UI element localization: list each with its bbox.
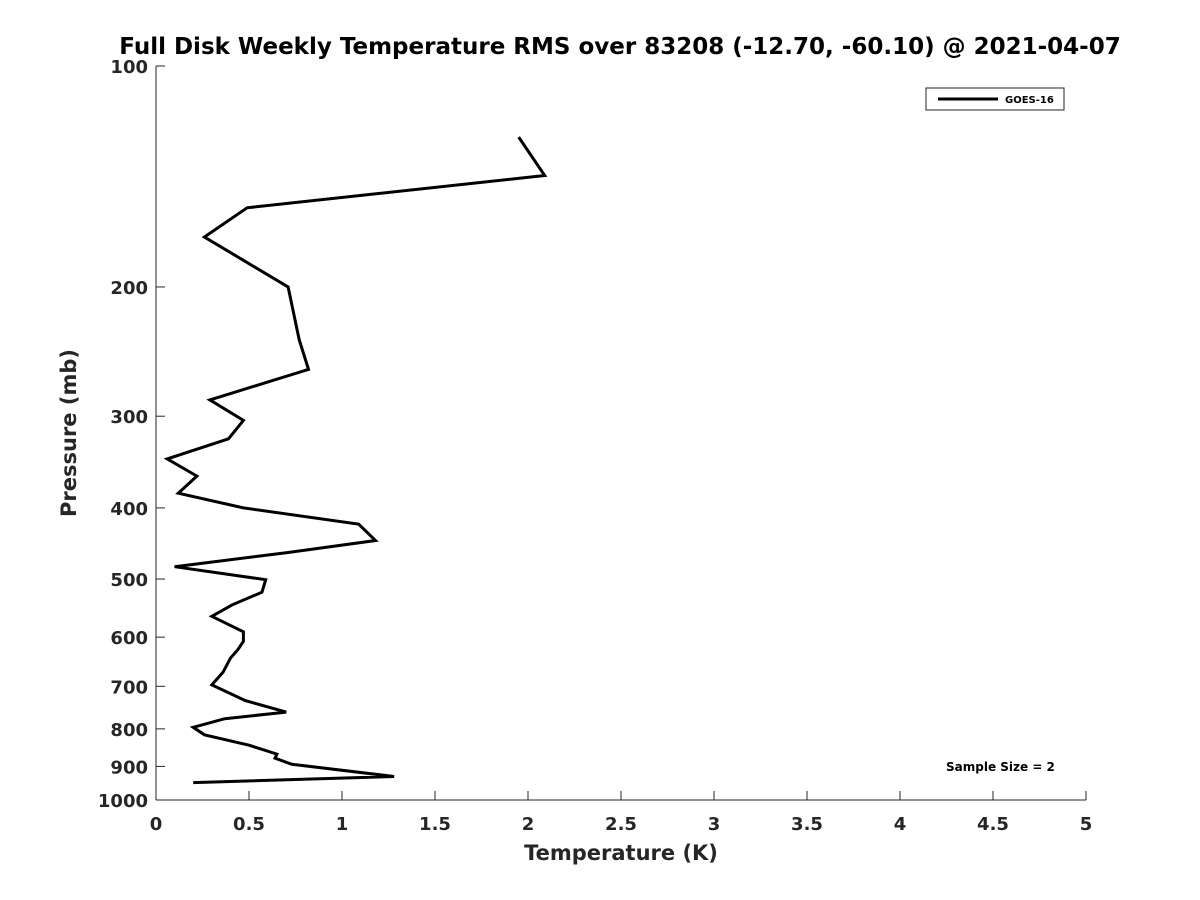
x-tick-label: 3	[708, 814, 721, 835]
y-tick-label: 100	[110, 57, 148, 78]
x-tick-label: 0.5	[233, 814, 265, 835]
x-tick-label: 1.5	[419, 814, 451, 835]
series-line-goes-16	[163, 136, 548, 785]
y-tick-label: 700	[110, 677, 148, 698]
y-tick-label: 1000	[98, 791, 148, 812]
y-tick-label: 600	[110, 628, 148, 649]
x-tick-label: 4	[894, 814, 907, 835]
y-axis-ticks: 100 200 300 400 500 600 700 800 900 1000	[98, 57, 165, 812]
y-tick-label: 900	[110, 757, 148, 778]
legend-label-goes-16: GOES-16	[1005, 95, 1054, 106]
y-tick-label: 500	[110, 570, 148, 591]
y-tick-label: 300	[110, 407, 148, 428]
x-tick-label: 1	[336, 814, 349, 835]
sample-size-annotation: Sample Size = 2	[946, 760, 1055, 774]
x-tick-label: 0	[150, 814, 163, 835]
y-tick-label: 200	[110, 278, 148, 299]
chart-title: Full Disk Weekly Temperature RMS over 83…	[119, 34, 1121, 60]
y-axis-label: Pressure (mb)	[57, 349, 81, 517]
y-tick-label: 800	[110, 720, 148, 741]
x-axis-ticks: 0 0.5 1 1.5 2 2.5 3 3.5 4 4.5 5	[150, 791, 1093, 835]
x-axis-label: Temperature (K)	[524, 841, 718, 865]
y-tick-label: 400	[110, 499, 148, 520]
legend: GOES-16	[925, 87, 1065, 111]
x-tick-label: 2	[522, 814, 535, 835]
series-layer	[163, 136, 548, 785]
x-tick-label: 4.5	[977, 814, 1009, 835]
x-tick-label: 5	[1080, 814, 1093, 835]
x-tick-label: 2.5	[605, 814, 637, 835]
x-tick-label: 3.5	[791, 814, 823, 835]
